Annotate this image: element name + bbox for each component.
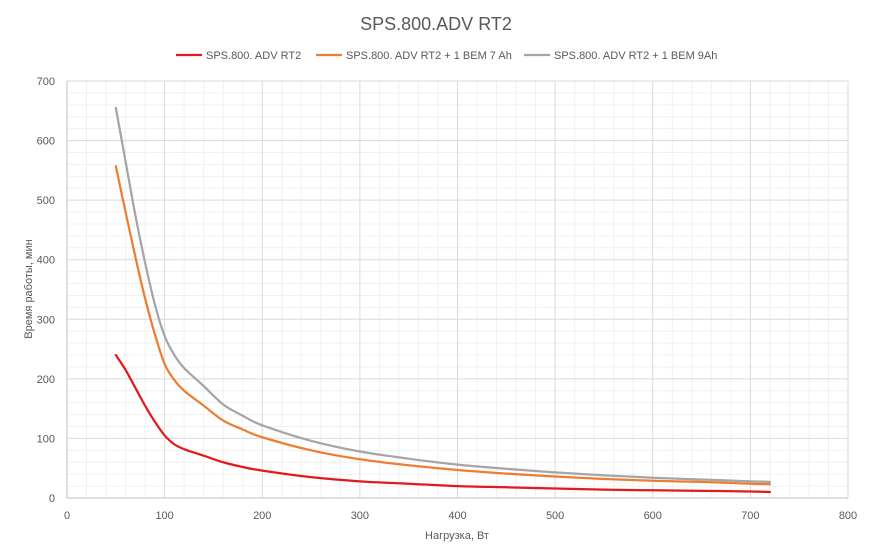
- y-tick-label: 400: [37, 255, 55, 267]
- y-axis-label: Время работы, мин: [23, 239, 35, 338]
- y-tick-label: 500: [37, 195, 55, 207]
- x-tick-label: 100: [155, 510, 173, 522]
- x-tick-label: 400: [448, 510, 466, 522]
- y-tick-labels: 0 100 200 300 400 500 600 700: [37, 76, 55, 505]
- x-tick-label: 500: [546, 510, 564, 522]
- y-tick-label: 0: [49, 493, 55, 505]
- y-tick-label: 200: [37, 374, 55, 386]
- series-line-0: [114, 353, 772, 494]
- x-tick-label: 800: [839, 510, 857, 522]
- x-tick-label: 300: [351, 510, 369, 522]
- x-tick-label: 0: [64, 510, 70, 522]
- axes: [66, 81, 848, 499]
- series-line-2: [114, 106, 772, 484]
- y-tick-label: 100: [37, 433, 55, 445]
- legend: SPS.800. ADV RT2 SPS.800. ADV RT2 + 1 BEM…: [176, 50, 717, 62]
- x-tick-labels: 0 100 200 300 400 500 600 700 800: [64, 510, 857, 522]
- y-tick-label: 600: [37, 136, 55, 148]
- y-tick-label: 300: [37, 314, 55, 326]
- x-axis-label: Нагрузка, Вт: [425, 530, 489, 542]
- y-tick-label: 700: [37, 76, 55, 88]
- chart-title: SPS.800.ADV RT2: [360, 14, 512, 34]
- legend-label-1: SPS.800. ADV RT2 + 1 BEM 7 Ah: [346, 50, 512, 62]
- series-lines: [114, 106, 772, 494]
- legend-label-2: SPS.800. ADV RT2 + 1 BEM 9Ah: [554, 50, 717, 62]
- x-tick-label: 200: [253, 510, 271, 522]
- x-tick-label: 700: [741, 510, 759, 522]
- legend-label-0: SPS.800. ADV RT2: [206, 50, 301, 62]
- x-tick-label: 600: [644, 510, 662, 522]
- series-line-1: [114, 165, 772, 486]
